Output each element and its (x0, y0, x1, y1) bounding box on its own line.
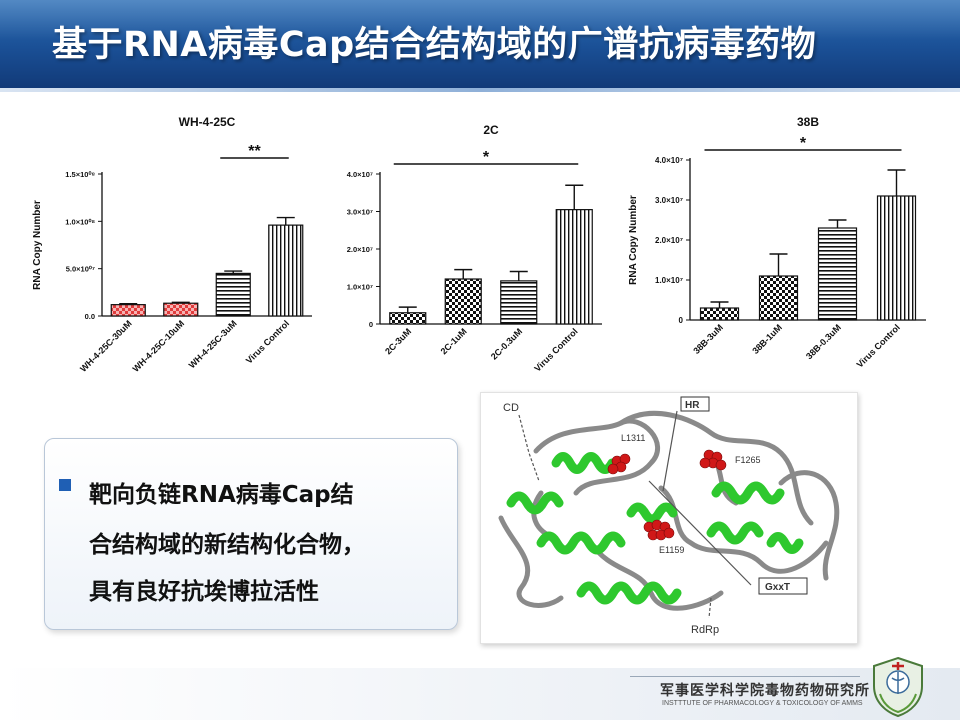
y-tick-label: 0 (679, 316, 684, 325)
chart-3: 38B RNA Copy Number 0 1.0×10⁷ 2.0×10⁷ 3.0×10⁷… (628, 115, 926, 370)
significance-label: ** (248, 143, 261, 160)
institution-name-cn: 军事医学科学院毒物药物研究所 (660, 683, 870, 699)
helix-ribbons (506, 452, 804, 605)
chart-title: WH-4-25C (179, 115, 236, 129)
bullet-line-2: 合结构域的新结构化合物， (89, 532, 365, 558)
bar-charts: WH-4-25C RNA Copy Number 0.0 5.0×10⁰⁷ 1.0×10… (32, 115, 926, 374)
significance-label: * (483, 149, 490, 166)
header-shine (0, 0, 960, 40)
y-tick-label: 1.0×10⁰⁸ (65, 217, 95, 226)
bar (389, 312, 427, 325)
label-hr: HR (685, 400, 700, 411)
bullet-line-3: 具有良好抗埃博拉活性 (89, 579, 319, 605)
x-tick-label: WH-4-25C-3uM (187, 318, 239, 370)
protein-structure-figure: CD HR L1311 F1265 E1159 GxxT RdRp (480, 392, 858, 644)
x-tick-label: 38B-1uM (750, 322, 784, 356)
label-rdrp: RdRp (691, 624, 719, 636)
y-tick-label: 1.0×10⁷ (347, 283, 373, 292)
annotation-lines (518, 410, 752, 619)
footer-divider (630, 676, 860, 677)
y-tick-label: 3.0×10⁷ (347, 208, 373, 217)
x-tick-label: 2C-3uM (383, 326, 413, 356)
label-gxxt: GxxT (765, 582, 790, 593)
bullet-line-1: 靶向负链RNA病毒Cap结 (89, 482, 354, 508)
significance-label: * (800, 135, 807, 152)
chart-title: 38B (797, 115, 819, 129)
x-tick-label: Virus Control (855, 322, 902, 369)
x-tick-label: Virus Control (244, 318, 291, 365)
x-tick-label: 38B-0.3uM (804, 322, 843, 361)
y-tick-label: 0 (369, 320, 373, 329)
label-e1159: E1159 (659, 545, 684, 555)
y-tick-label: 2.0×10⁷ (347, 245, 373, 254)
y-tick-label: 5.0×10⁰⁷ (66, 265, 95, 274)
protein-ribbon-illustration: CD HR L1311 F1265 E1159 GxxT RdRp (498, 396, 840, 636)
bar (758, 275, 799, 321)
chart-1: WH-4-25C RNA Copy Number 0.0 5.0×10⁰⁷ 1.0×10… (32, 115, 312, 374)
y-tick-label: 4.0×10⁷ (655, 156, 683, 165)
bullet-square-icon (59, 479, 71, 491)
bar (699, 307, 740, 321)
chart-y-axis-label: RNA Copy Number (32, 200, 43, 290)
x-tick-label: Virus Control (532, 326, 579, 373)
institution-emblem-icon (873, 656, 923, 718)
gxxt-label-box (758, 577, 808, 595)
y-tick-label: 1.0×10⁷ (655, 276, 683, 285)
slide-title: 基于RNA病毒Cap结合结构域的广谱抗病毒药物 (52, 25, 817, 65)
bar (876, 195, 917, 321)
label-cd: CD (503, 402, 519, 414)
residue-spheres (607, 449, 727, 541)
x-tick-label: 2C-1uM (439, 326, 469, 356)
x-tick-label: WH-4-25C-30uM (78, 318, 134, 374)
chart-y-axis-label: RNA Copy Number (628, 195, 639, 285)
chart-2: 2C 0 1.0×10⁷ 2.0×10⁷ 3.0×10⁷ 4.0×10⁷ 2C-3uM 2C-… (347, 123, 602, 374)
bar (268, 224, 304, 317)
bullet-box: 靶向负链RNA病毒Cap结 合结构域的新结构化合物， 具有良好抗埃博拉活性 (44, 438, 458, 630)
institution-name-en: INSTTTUTE OF PHARMACOLOGY & TOXICOLOGY O… (662, 700, 863, 707)
x-tick-label: 2C-0.3uM (489, 326, 524, 361)
x-tick-label: WH-4-25C-10uM (131, 318, 187, 374)
y-tick-label: 4.0×10⁷ (347, 170, 373, 179)
chart-panel: WH-4-25C RNA Copy Number 0.0 5.0×10⁰⁷ 1.0×10… (20, 98, 938, 398)
label-f1265: F1265 (735, 455, 761, 465)
y-tick-label: 1.5×10⁰⁸ (65, 170, 95, 179)
bar (817, 227, 858, 321)
bar (163, 302, 199, 317)
bar (500, 280, 538, 325)
bar (110, 304, 146, 317)
chart-title: 2C (483, 123, 499, 137)
label-l1311: L1311 (621, 433, 645, 443)
bar (215, 272, 251, 317)
hr-label-box (680, 396, 710, 412)
y-tick-label: 3.0×10⁷ (655, 196, 683, 205)
slide-header: 基于RNA病毒Cap结合结构域的广谱抗病毒药物 (0, 0, 960, 88)
y-tick-label: 0.0 (85, 312, 95, 321)
y-tick-label: 2.0×10⁷ (655, 236, 683, 245)
header-divider (0, 88, 960, 92)
x-tick-label: 38B-3uM (691, 322, 725, 356)
bar (444, 278, 482, 325)
bar (555, 209, 593, 325)
